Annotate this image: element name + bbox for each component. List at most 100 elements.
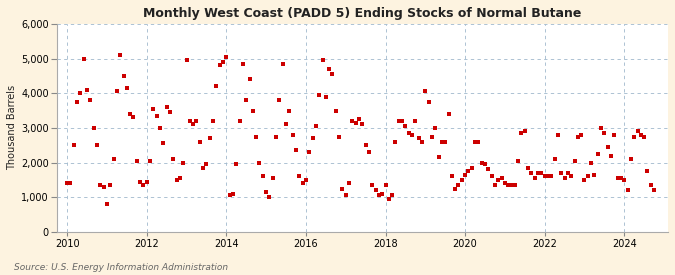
Point	[595, 126, 606, 130]
Point	[605, 153, 616, 158]
Point	[503, 183, 514, 187]
Point	[128, 115, 139, 120]
Point	[367, 183, 377, 187]
Point	[450, 186, 460, 191]
Point	[579, 178, 590, 182]
Point	[234, 119, 245, 123]
Point	[141, 179, 152, 184]
Point	[201, 162, 212, 166]
Point	[340, 193, 351, 198]
Point	[300, 178, 311, 182]
Point	[88, 126, 99, 130]
Point	[423, 100, 434, 104]
Point	[539, 174, 550, 178]
Point	[82, 87, 92, 92]
Point	[327, 72, 338, 76]
Point	[496, 176, 507, 180]
Point	[105, 183, 115, 187]
Point	[191, 119, 202, 123]
Point	[377, 191, 387, 196]
Point	[410, 119, 421, 123]
Point	[344, 181, 354, 186]
Point	[138, 183, 148, 187]
Point	[556, 171, 567, 175]
Point	[310, 124, 321, 128]
Point	[443, 112, 454, 116]
Point	[403, 131, 414, 135]
Point	[161, 105, 172, 109]
Point	[281, 122, 292, 127]
Point	[151, 114, 162, 118]
Point	[626, 157, 637, 161]
Point	[416, 139, 427, 144]
Point	[264, 195, 275, 199]
Point	[569, 159, 580, 163]
Point	[483, 167, 493, 172]
Point	[546, 174, 557, 178]
Point	[390, 139, 401, 144]
Point	[622, 188, 633, 192]
Point	[480, 162, 491, 166]
Point	[208, 119, 219, 123]
Point	[171, 178, 182, 182]
Point	[277, 62, 288, 66]
Point	[460, 172, 470, 177]
Point	[244, 77, 255, 82]
Point	[317, 58, 328, 62]
Point	[307, 136, 318, 141]
Point	[635, 133, 646, 137]
Point	[612, 176, 623, 180]
Point	[639, 134, 649, 139]
Point	[486, 174, 497, 178]
Point	[132, 159, 142, 163]
Point	[95, 183, 106, 187]
Point	[549, 157, 560, 161]
Point	[593, 152, 603, 156]
Point	[453, 183, 464, 187]
Point	[217, 60, 228, 64]
Point	[198, 166, 209, 170]
Point	[184, 119, 195, 123]
Point	[254, 160, 265, 165]
Point	[227, 191, 238, 196]
Point	[516, 131, 527, 135]
Point	[248, 108, 259, 113]
Point	[122, 86, 132, 90]
Point	[72, 100, 82, 104]
Point	[158, 141, 169, 146]
Point	[599, 131, 610, 135]
Point	[330, 108, 341, 113]
Point	[321, 95, 331, 99]
Point	[211, 84, 222, 89]
Point	[288, 133, 298, 137]
Point	[75, 91, 86, 95]
Point	[174, 176, 185, 180]
Point	[333, 134, 344, 139]
Point	[406, 133, 417, 137]
Point	[284, 108, 295, 113]
Point	[65, 181, 76, 186]
Point	[115, 53, 126, 57]
Point	[364, 150, 375, 154]
Point	[324, 67, 335, 71]
Point	[188, 122, 198, 127]
Point	[430, 126, 441, 130]
Point	[290, 148, 301, 153]
Point	[619, 178, 630, 182]
Point	[61, 181, 72, 186]
Point	[241, 98, 252, 102]
Point	[437, 139, 448, 144]
Point	[304, 150, 315, 154]
Point	[576, 133, 587, 137]
Point	[566, 174, 576, 178]
Point	[357, 122, 368, 127]
Point	[85, 98, 96, 102]
Point	[489, 183, 500, 187]
Point	[397, 119, 408, 123]
Point	[68, 143, 79, 147]
Point	[261, 190, 271, 194]
Point	[586, 160, 597, 165]
Point	[337, 186, 348, 191]
Point	[294, 174, 304, 178]
Point	[470, 139, 481, 144]
